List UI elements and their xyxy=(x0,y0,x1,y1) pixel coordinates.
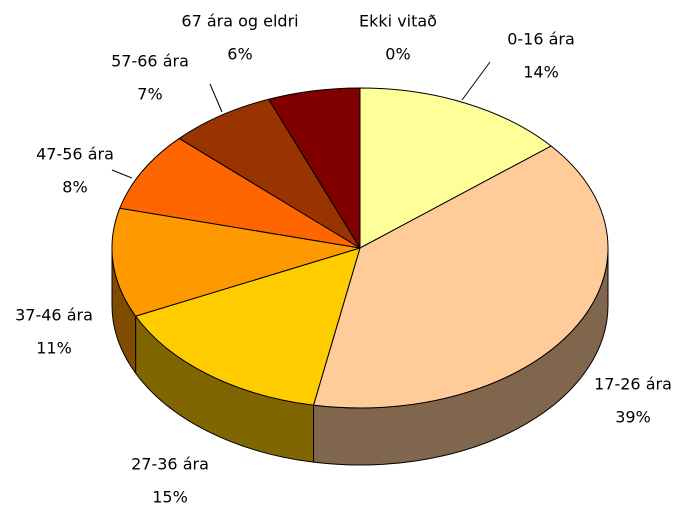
slice xyxy=(359,87,552,249)
slice xyxy=(268,87,361,249)
leader-line xyxy=(209,83,223,113)
value-label: 39% xyxy=(615,408,651,427)
slice xyxy=(178,98,361,249)
leader-line xyxy=(111,169,133,179)
category-label: 37-46 ára xyxy=(15,306,93,325)
category-label: 27-36 ára xyxy=(131,455,209,474)
category-label: 47-56 ára xyxy=(36,145,114,164)
value-label: 7% xyxy=(137,85,162,104)
category-label: 57-66 ára xyxy=(111,52,189,71)
value-label: 6% xyxy=(227,45,252,64)
slice xyxy=(111,207,361,317)
value-label: 15% xyxy=(152,488,188,506)
value-label: 0% xyxy=(385,45,410,64)
slice xyxy=(313,145,609,409)
category-label: 17-26 ára xyxy=(594,375,672,394)
value-label: 11% xyxy=(36,339,72,358)
category-label: Ekki vitað xyxy=(359,12,437,31)
category-label: 0-16 ára xyxy=(507,30,575,49)
leader-line xyxy=(461,61,491,101)
category-label: 67 ára og eldri xyxy=(181,12,298,31)
slice xyxy=(135,247,361,406)
slice xyxy=(119,137,361,249)
value-label: 8% xyxy=(62,178,87,197)
value-label: 14% xyxy=(523,63,559,82)
